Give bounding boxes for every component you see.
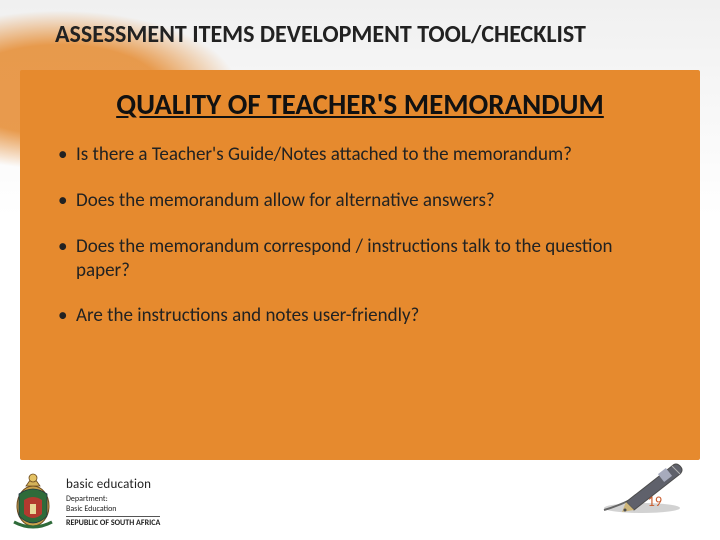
list-item: Does the memorandum allow for alternativ… bbox=[58, 189, 670, 213]
list-item: Is there a Teacher's Guide/Notes attache… bbox=[58, 143, 670, 167]
dept-country: REPUBLIC OF SOUTH AFRICA bbox=[66, 516, 160, 528]
list-item: Are the instructions and notes user-frie… bbox=[58, 304, 670, 328]
coat-of-arms-icon bbox=[6, 472, 60, 532]
section-heading: QUALITY OF TEACHER'S MEMORANDUM bbox=[42, 88, 678, 121]
dept-label: Department: Basic Education bbox=[66, 494, 160, 514]
page-number: 19 bbox=[648, 493, 662, 510]
bullet-list: Is there a Teacher's Guide/Notes attache… bbox=[20, 143, 700, 328]
department-text: basic education Department: Basic Educat… bbox=[66, 477, 160, 528]
slide: ASSESSMENT ITEMS DEVELOPMENT TOOL/CHECKL… bbox=[0, 0, 720, 540]
slide-title: ASSESSMENT ITEMS DEVELOPMENT TOOL/CHECKL… bbox=[55, 20, 586, 49]
dept-name: basic education bbox=[66, 477, 160, 492]
list-item: Does the memorandum correspond / instruc… bbox=[58, 235, 670, 283]
pen-icon bbox=[600, 456, 690, 516]
content-panel: QUALITY OF TEACHER'S MEMORANDUM Is there… bbox=[20, 70, 700, 460]
dept-label-line: Department: bbox=[66, 494, 108, 504]
dept-label-line: Basic Education bbox=[66, 504, 117, 514]
footer-logo-block: basic education Department: Basic Educat… bbox=[6, 472, 160, 532]
